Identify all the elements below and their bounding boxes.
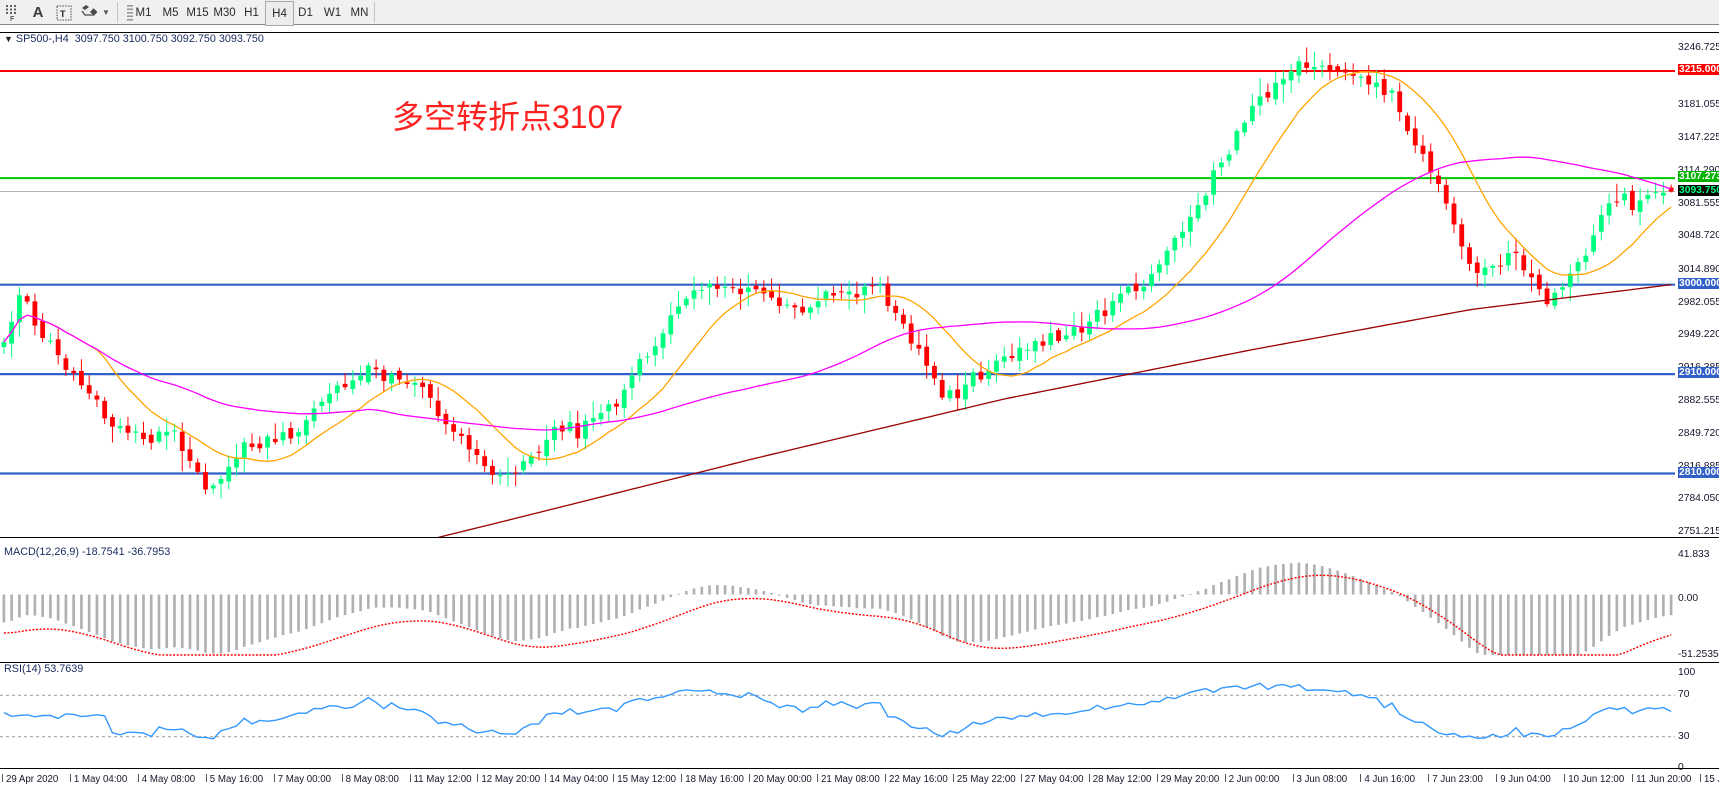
svg-text:T: T — [60, 9, 66, 19]
svg-text:F: F — [10, 16, 15, 22]
